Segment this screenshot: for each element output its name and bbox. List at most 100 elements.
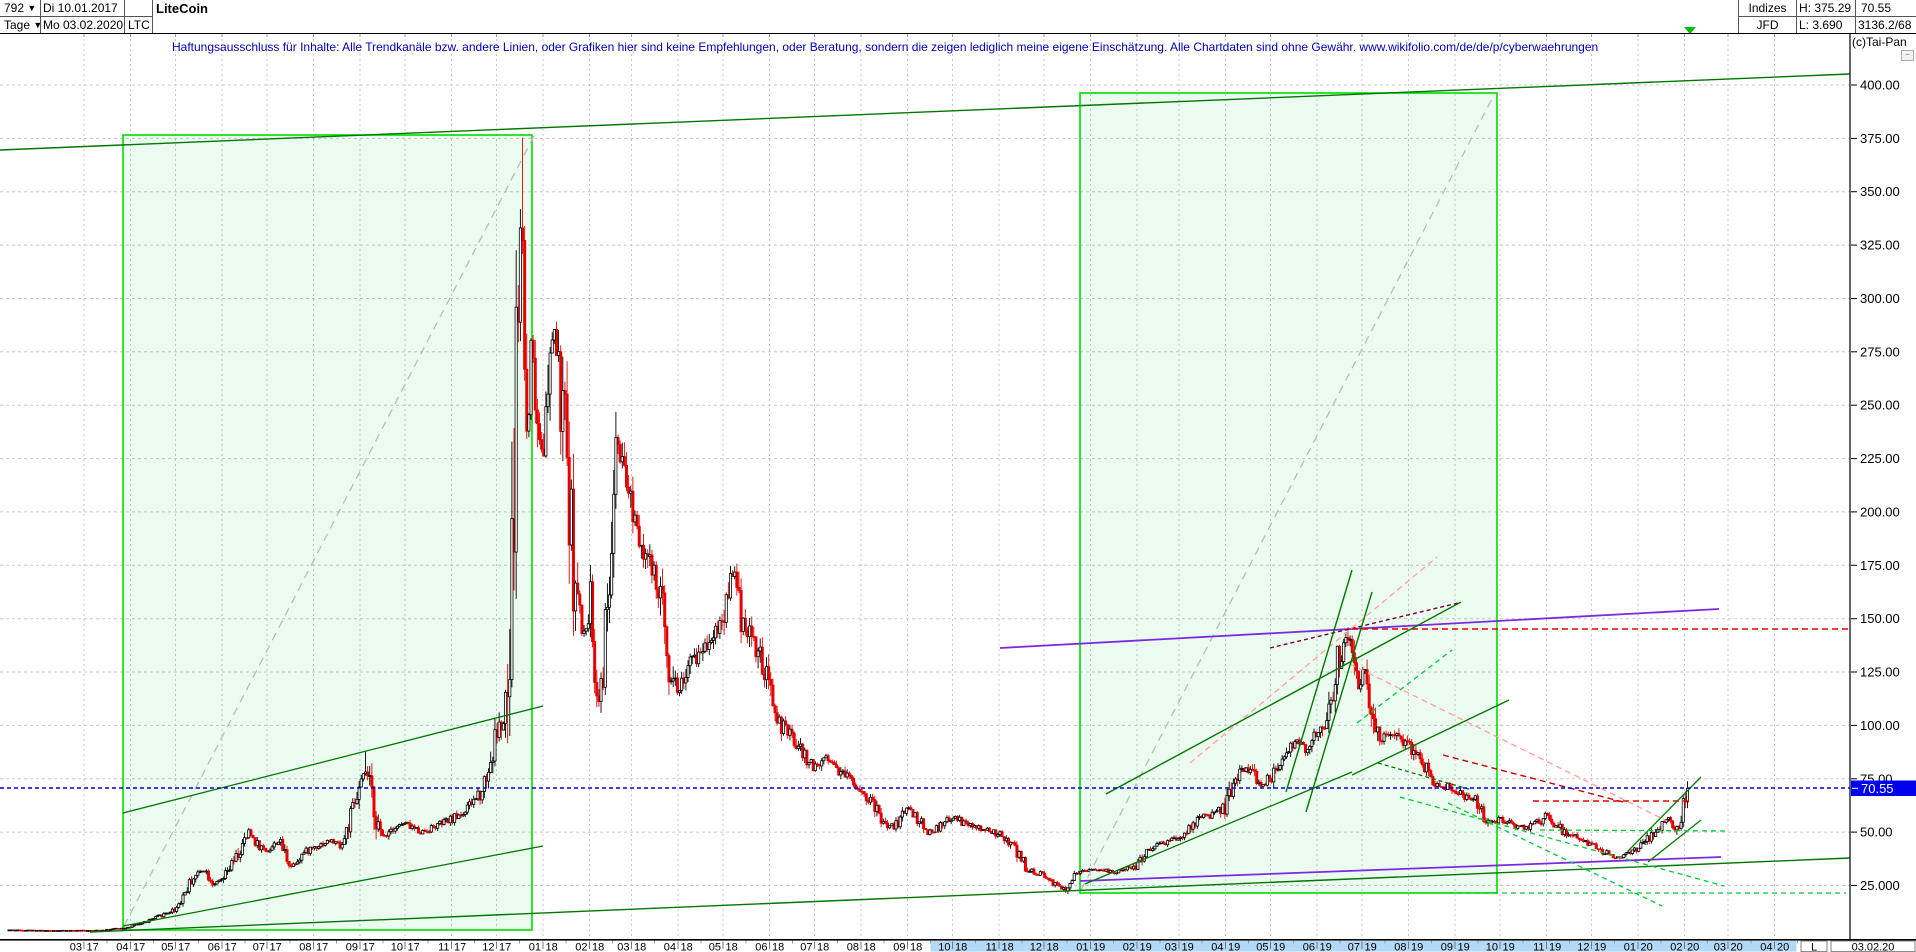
minus-icon: − [1905,50,1910,59]
year-label: 17 [499,942,511,952]
grid-layer [0,34,1850,939]
month-label: 06 [755,942,767,952]
year-label: 18 [726,942,738,952]
month-label: 07 [800,942,812,952]
month-label: 09 [1441,942,1453,952]
symbol-label: LTC [128,18,150,32]
year-label: 19 [1320,942,1332,952]
divider [0,16,152,17]
month-label: 12 [1577,942,1589,952]
year-label: 19 [1411,942,1423,952]
month-label: 08 [847,942,859,952]
month-label: 05 [709,942,721,952]
signal-triangle-icon [1684,27,1696,34]
svg-text:L: L [1811,942,1817,952]
year-label: 19 [1140,942,1152,952]
year-label: 17 [408,942,420,952]
period-low: L: 3.690 [1799,18,1843,32]
month-label: 12 [1030,942,1042,952]
month-label: 08 [1394,942,1406,952]
last-bar-indicator: L 03.02.20 [1800,940,1916,952]
timeframe-dropdown[interactable]: Tage ▼ [4,17,42,33]
month-label: 06 [1303,942,1315,952]
broker-label: JFD [1756,18,1779,32]
year-label: 17 [270,942,282,952]
trendline [1080,94,1495,891]
trendline [1627,776,1702,852]
price-tick-label: 275.00 [1860,344,1900,359]
last-price-header: 70.55 [1861,1,1892,15]
collapse-button[interactable]: − [1901,50,1914,61]
divider [1738,16,1916,17]
year-label: 19 [1273,942,1285,952]
year-label: 19 [1503,942,1515,952]
year-label: 19 [1594,942,1606,952]
price-tick-label: 200.00 [1860,504,1900,519]
price-tick-label: 25.000 [1860,878,1900,893]
month-label: 11 [1533,942,1544,952]
trendline [1305,591,1373,813]
bars-count-dropdown[interactable]: 792 ▼ [4,0,36,16]
trendline [1349,663,1668,822]
year-label: 19 [1093,942,1105,952]
svg-text:70.55: 70.55 [1861,781,1894,796]
trendline [1356,649,1453,724]
price-tick-label: 100.00 [1860,718,1900,733]
trendline [1084,771,1353,885]
period-high: H: 375.29 [1799,1,1852,15]
month-label: 10 [1486,942,1498,952]
month-label: 02 [575,942,587,952]
month-label: 09 [893,942,905,952]
year-label: 20 [1731,942,1743,952]
month-label: 11 [986,942,997,952]
month-label: 09 [346,942,358,952]
price-tick-label: 225.00 [1860,451,1900,466]
copyright-label: (c)Tai-Pan [1852,35,1907,49]
highlight-period [930,941,1797,952]
month-label: 11 [438,942,449,952]
year-label: 17 [225,942,237,952]
month-label: 03 [617,942,629,952]
analysis-box-2[interactable] [1079,92,1498,894]
trendline [1189,556,1438,764]
year-label: 18 [546,942,558,952]
x-axis: 03 17 04 17 05 17 06 17 07 17 08 17 09 17 10 17 11 17 12 17… [0,939,1916,952]
price-tick-label: 375.00 [1860,131,1900,146]
date-from: Di 10.01.2017 [43,1,118,15]
year-label: 17 [316,942,328,952]
month-label: 04 [1760,942,1772,952]
trendline [1442,754,1628,804]
chart-title: LiteCoin [156,1,208,16]
last-date-label: 03.02.20 [1852,942,1895,952]
price-tick-label: 400.00 [1860,78,1900,93]
trendline [999,608,1720,649]
price-tick-label: 125.00 [1860,665,1900,680]
candles-up [7,209,1690,932]
volume-value: 3136.2/68 [1858,18,1912,32]
last-price-flag: 70.55 [1851,780,1916,796]
market-label: Indizes [1748,1,1787,15]
price-tick-label: 350.00 [1860,184,1900,199]
year-label: 17 [454,942,466,952]
month-label: 07 [1348,942,1360,952]
header-separator [0,33,1916,34]
year-label: 18 [864,942,876,952]
year-label: 19 [1365,942,1377,952]
year-label: 17 [133,942,145,952]
month-label: 12 [482,942,494,952]
year-label: 19 [1458,942,1470,952]
trendlines-layer[interactable] [0,73,1851,933]
trendline [89,857,1851,933]
year-label: 19 [1228,942,1240,952]
trendline [1399,796,1725,887]
month-label: 06 [208,942,220,952]
month-label: 03 [70,942,82,952]
month-label: 04 [1211,942,1223,952]
trendline [1647,819,1702,863]
price-tick-label: 300.00 [1860,291,1900,306]
year-label: 18 [772,942,784,952]
price-tick-label: 325.00 [1860,238,1900,253]
month-label: 04 [664,942,676,952]
